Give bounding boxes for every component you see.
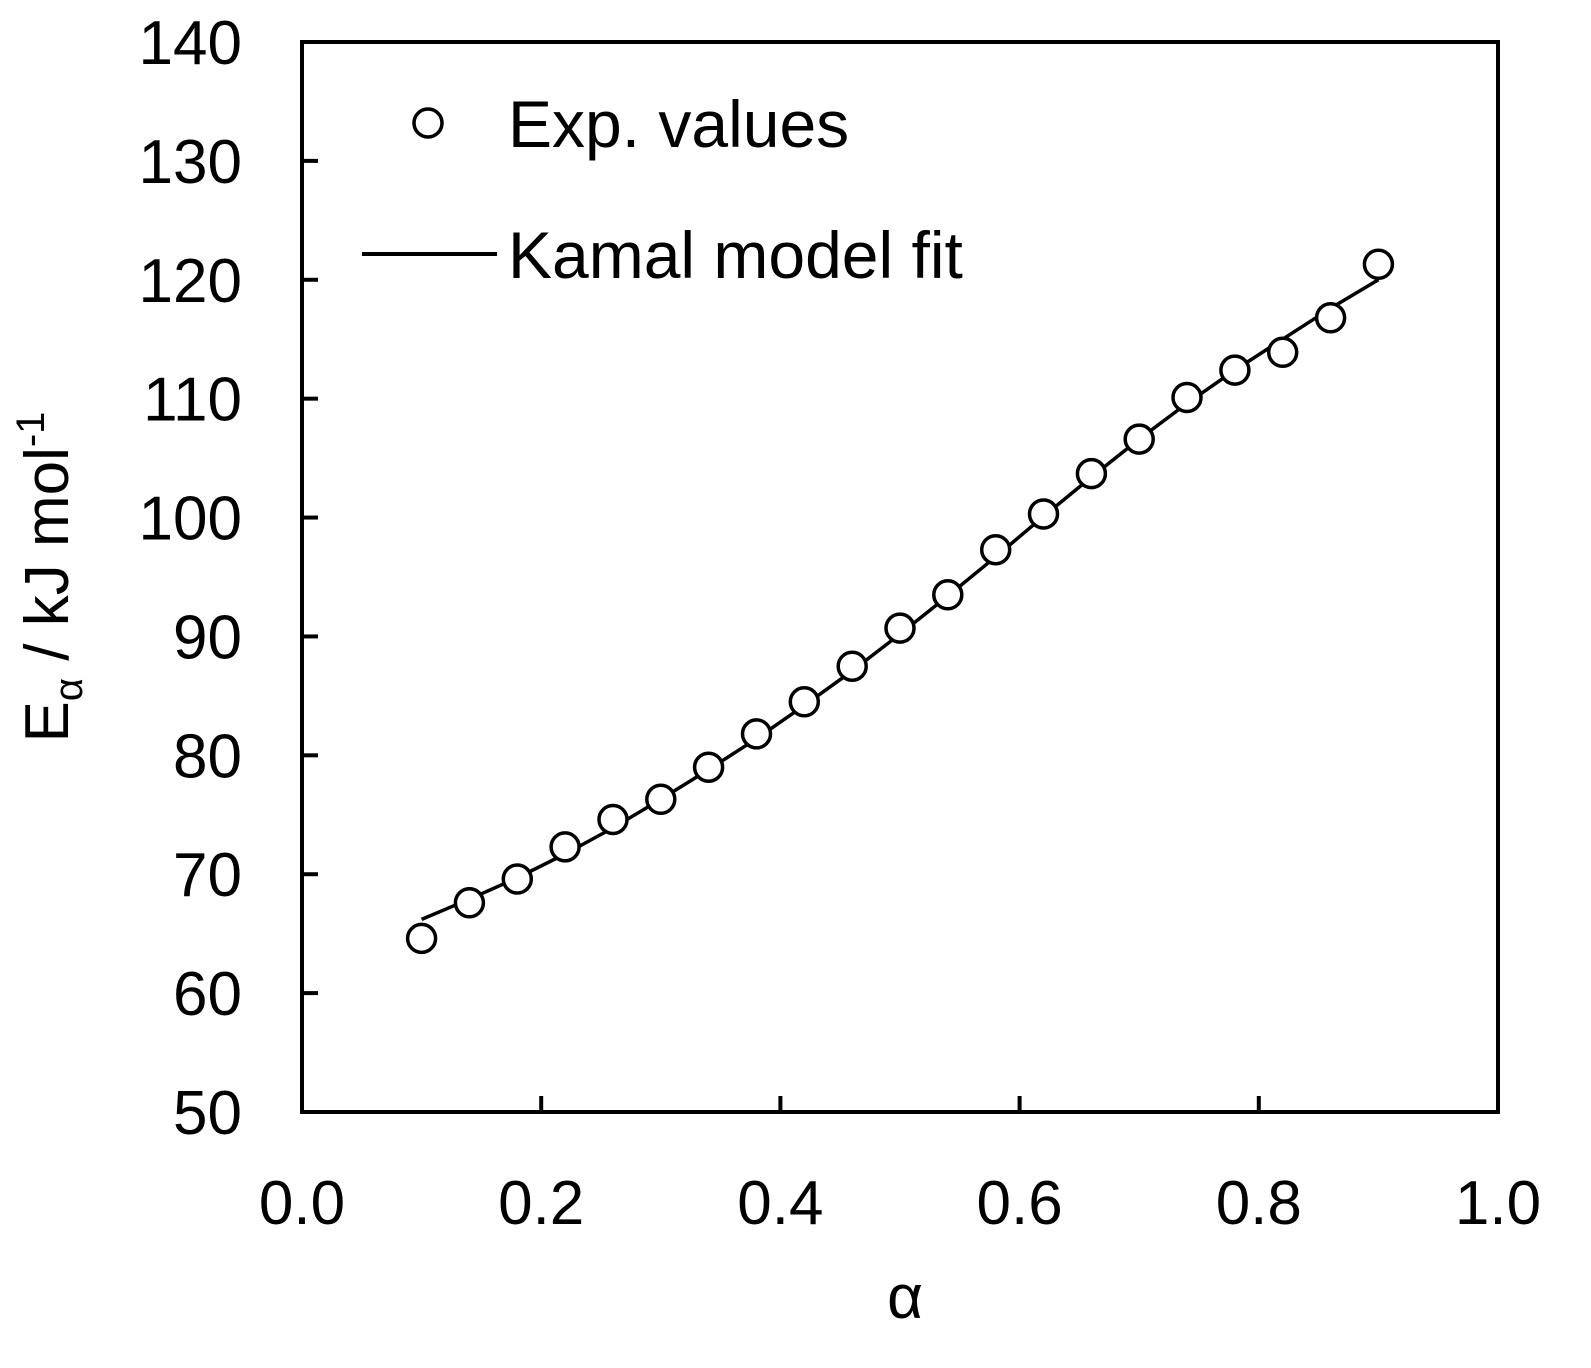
data-point <box>1171 381 1203 414</box>
y-tick-label: 130 <box>139 128 242 197</box>
y-axis-title-rest: / kJ mol <box>13 447 82 678</box>
plot-frame <box>300 40 1500 1114</box>
y-tick-label: 120 <box>139 247 242 316</box>
data-points-layer <box>405 248 1395 955</box>
legend-label-exp: Exp. values <box>508 87 849 161</box>
x-tick-label: 0.2 <box>498 1169 584 1238</box>
data-point <box>740 718 773 750</box>
data-point <box>788 686 821 718</box>
data-point <box>836 650 868 682</box>
data-point <box>597 803 629 836</box>
x-axis-title: α <box>887 1263 923 1332</box>
y-axis-ticks: 50 60 70 80 90 100 110 120 130 140 <box>139 9 318 1148</box>
y-tick-label: 80 <box>173 722 242 791</box>
data-point <box>1123 423 1155 455</box>
x-tick-label: 0.6 <box>976 1169 1062 1238</box>
y-tick-label: 140 <box>139 9 242 78</box>
data-point <box>1266 336 1299 369</box>
x-tick-label: 0.0 <box>259 1169 345 1238</box>
data-point <box>692 751 725 783</box>
y-axis-title: Eα / kJ mol-1 <box>9 412 91 743</box>
legend-circle-marker <box>412 107 444 139</box>
data-point <box>1314 302 1347 334</box>
data-point <box>1362 248 1395 281</box>
data-point <box>1075 457 1108 490</box>
data-point <box>1219 354 1251 386</box>
y-tick-label: 70 <box>173 841 242 910</box>
legend: Exp. values Kamal model fit <box>362 87 963 292</box>
data-point <box>405 922 438 955</box>
data-point <box>884 612 916 644</box>
y-tick-label: 90 <box>173 603 242 672</box>
y-tick-label: 110 <box>143 366 242 435</box>
x-tick-label: 0.4 <box>737 1169 823 1238</box>
data-point <box>1027 498 1060 530</box>
y-tick-label: 50 <box>173 1079 242 1148</box>
legend-label-fit: Kamal model fit <box>508 218 963 292</box>
x-tick-label: 1.0 <box>1455 1169 1541 1238</box>
y-tick-label: 60 <box>173 960 242 1029</box>
data-point <box>501 863 534 895</box>
data-point <box>645 783 677 816</box>
x-axis-ticks: 0.0 0.2 0.4 0.6 0.8 1.0 <box>259 1096 1541 1238</box>
x-tick-label: 0.8 <box>1216 1169 1302 1238</box>
data-point <box>979 533 1012 566</box>
data-point <box>549 831 581 863</box>
data-point <box>932 579 964 611</box>
y-axis-title-superscript: -1 <box>9 412 53 448</box>
y-tick-label: 100 <box>139 485 242 554</box>
data-point <box>453 887 486 919</box>
y-axis-title-subscript: α <box>47 678 91 701</box>
y-axis-title-main: E <box>13 701 82 742</box>
